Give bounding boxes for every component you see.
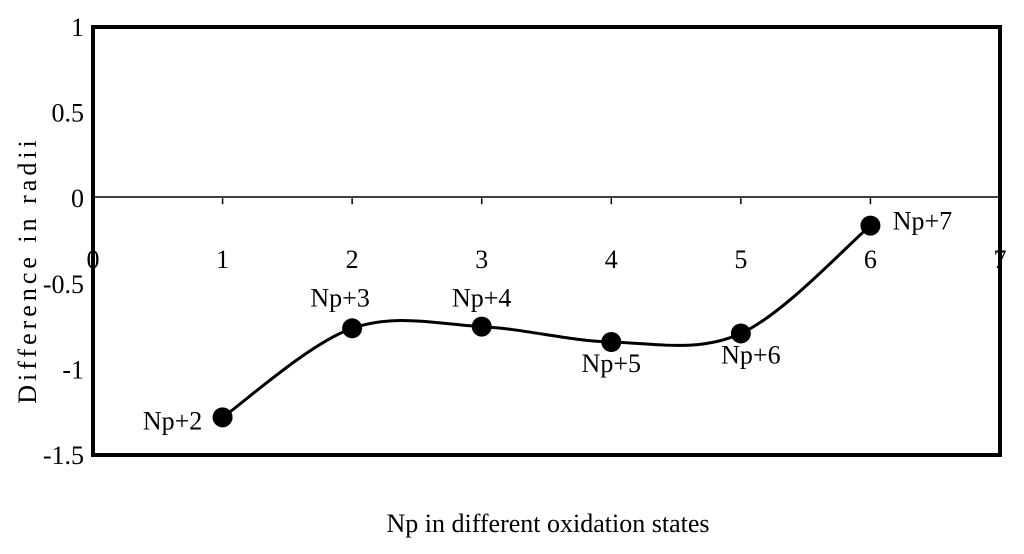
y-tick-label: 0.5 [52,99,85,128]
y-tick-label: -1.5 [43,441,84,470]
point-label: Np+6 [721,340,780,369]
y-tick-label: -1 [62,355,84,384]
data-point [471,316,492,337]
x-tick-label: 1 [216,245,229,274]
x-tick-label: 7 [994,245,1007,274]
data-point [730,323,751,344]
y-ticks: 1 0.5 0 -0.5 -1 -1.5 [43,13,84,470]
point-label: Np+2 [143,406,202,435]
x-tick-label: 3 [475,245,488,274]
y-tick-label: 1 [71,13,84,42]
point-label: Np+7 [893,207,952,236]
x-ticks: 0 1 2 3 4 5 6 7 [87,198,1007,274]
series-line [221,224,872,419]
data-point [212,407,233,428]
plot-frame [91,25,1002,457]
point-label: Np+3 [310,283,369,312]
point-label: Np+5 [582,349,641,378]
x-tick-label: 6 [864,245,877,274]
point-labels: Np+2 Np+3 Np+4 Np+5 Np+6 Np+7 [143,207,952,436]
point-label: Np+4 [452,284,511,313]
x-tick-label: 2 [346,245,359,274]
y-axis-label: Difference in radii [13,136,42,404]
data-point [601,332,622,353]
data-point [342,318,363,339]
x-axis-label: Np in different oxidation states [386,509,709,538]
x-tick-label: 4 [605,245,618,274]
y-tick-label: -0.5 [43,270,84,299]
x-tick-label: 5 [734,245,747,274]
data-points [212,215,881,428]
x-tick-label: 0 [87,245,100,274]
data-point [860,215,881,236]
y-tick-label: 0 [71,184,84,213]
